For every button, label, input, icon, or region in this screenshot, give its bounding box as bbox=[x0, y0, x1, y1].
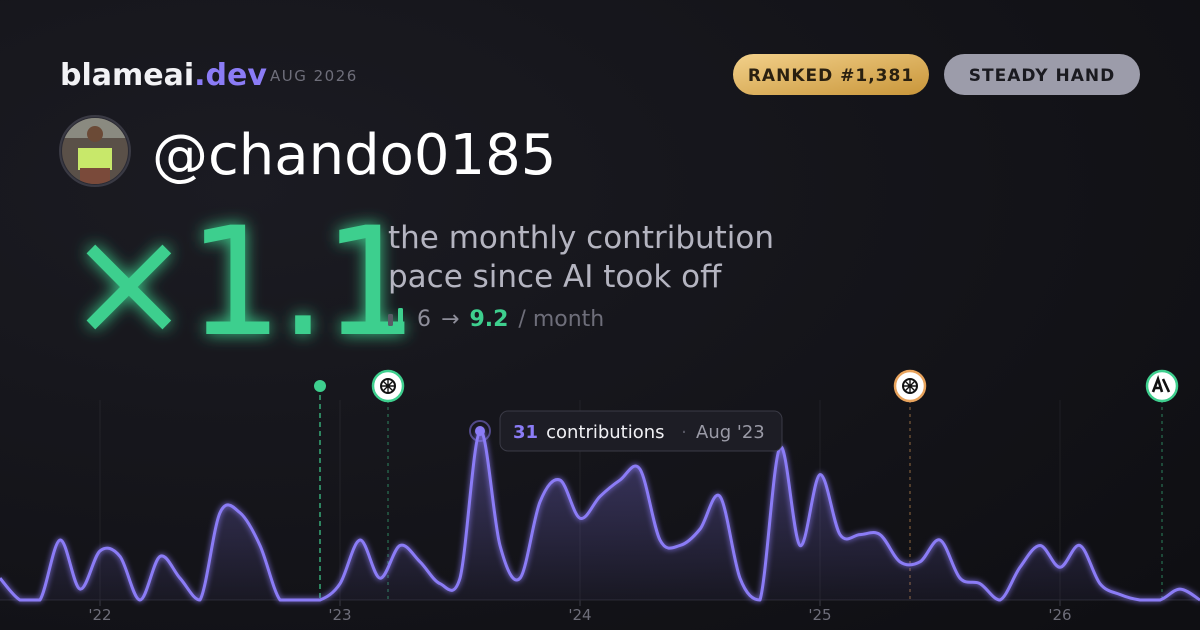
caption-line: pace since AI took off bbox=[388, 259, 722, 295]
event-icon bbox=[1145, 369, 1179, 403]
contribution-chart: '22 '23 '24 '25 '26 31 contributions · Aug '23 bbox=[0, 369, 1200, 624]
rank-badge bbox=[733, 54, 929, 95]
highlight-point bbox=[475, 426, 485, 436]
tooltip-value: 31 bbox=[513, 422, 538, 443]
tooltip-date: Aug '23 bbox=[696, 422, 765, 443]
style-badge bbox=[944, 54, 1140, 95]
tooltip-text: 31 contributions bbox=[513, 422, 665, 443]
pace-before: 6 bbox=[417, 307, 431, 332]
line bbox=[0, 429, 1200, 602]
avatar bbox=[62, 118, 128, 184]
area bbox=[0, 430, 1200, 600]
tooltip-separator: · bbox=[681, 422, 687, 443]
tooltip bbox=[499, 410, 783, 452]
style-badge-text: STEADY HAND bbox=[969, 66, 1115, 86]
caption-line: the monthly contribution bbox=[388, 220, 774, 256]
multiplier: ×1.1 bbox=[66, 196, 414, 370]
event-logo bbox=[1151, 375, 1171, 393]
pace-icon-before bbox=[388, 314, 393, 326]
pace-arrow: → bbox=[441, 307, 459, 332]
rank-badge-text: RANKED #1,381 bbox=[748, 66, 914, 86]
highlight-ring bbox=[469, 420, 491, 442]
x-tick-label: '24 bbox=[568, 606, 591, 624]
brand: blameai.dev bbox=[60, 58, 267, 93]
x-tick-label: '26 bbox=[1048, 606, 1071, 624]
event-logo bbox=[381, 379, 395, 393]
tooltip-label: contributions bbox=[546, 422, 664, 443]
pace-after: 9.2 bbox=[469, 307, 508, 332]
brand-date: AUG 2026 bbox=[270, 67, 358, 85]
pace: 6 → 9.2 / month bbox=[417, 307, 604, 332]
pace-icon-after bbox=[398, 308, 403, 326]
event-logo bbox=[903, 379, 917, 393]
event-dot bbox=[314, 380, 326, 392]
brand-name: blameai bbox=[60, 58, 194, 93]
handle: @chando0185 bbox=[152, 123, 556, 188]
x-tick-label: '25 bbox=[808, 606, 831, 624]
x-tick-label: '23 bbox=[328, 606, 351, 624]
pace-unit: / month bbox=[518, 307, 604, 332]
x-tick-label: '22 bbox=[88, 606, 111, 624]
brand-tld: .dev bbox=[194, 58, 267, 93]
